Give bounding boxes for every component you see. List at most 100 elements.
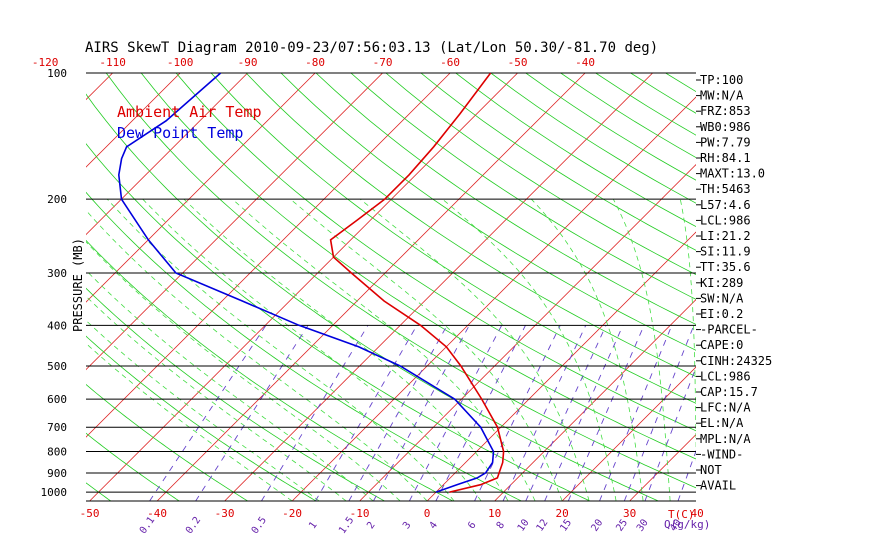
mixing-ratio-line	[348, 325, 448, 501]
pressure-tick-label: 800	[47, 446, 67, 459]
top-temp-tick-label: -50	[508, 56, 528, 69]
isotherm-line	[86, 73, 248, 236]
moist-adiabat-line	[612, 199, 671, 501]
mixing-ratio-tick-label: 0.2	[184, 515, 203, 536]
mixing-ratio-tick-label: 12	[535, 517, 551, 533]
pressure-tick-labels: 100 200 300 400 500 600 700 800 900 1000	[41, 67, 68, 499]
bottom-temp-tick-label: -10	[350, 507, 370, 520]
dry-adiabat-line	[280, 73, 696, 351]
dry-adiabat-line	[86, 239, 454, 501]
y-axis-label: PRESSURE (MB)	[71, 238, 85, 332]
index-label: -PARCEL-	[700, 323, 758, 337]
index-label: CAP:15.7	[700, 385, 758, 399]
dry-adiabat-line	[455, 73, 696, 228]
pressure-tick-label: 600	[47, 393, 67, 406]
isotherm-line	[426, 231, 696, 501]
grid-lines	[0, 73, 870, 501]
bottom-temp-tick-label: 0	[424, 507, 431, 520]
index-label: LFC:N/A	[700, 401, 751, 415]
pressure-tick-label: 500	[47, 360, 67, 373]
isotherm-line	[291, 96, 696, 501]
moist-adiabat-line	[86, 269, 374, 501]
moist-adiabat-line	[531, 198, 644, 501]
dry-adiabat-line	[175, 73, 696, 432]
bottom-temp-tick-label: -30	[215, 507, 235, 520]
dry-adiabat-line	[665, 73, 696, 93]
index-label: FRZ:853	[700, 104, 751, 118]
isotherm-line	[156, 73, 586, 501]
mixing-ratio-line	[623, 325, 695, 501]
dry-adiabat-line	[0, 73, 42, 501]
isotherm-line	[86, 73, 316, 303]
isotherm-line	[224, 73, 653, 501]
bottom-temp-tick-label: 20	[555, 507, 568, 520]
mixing-ratio-axis-label: Q(g/kg)	[664, 518, 710, 531]
top-temp-tick-label: -120	[32, 56, 59, 69]
dry-adiabat-line	[420, 73, 696, 251]
isotherm-line	[89, 73, 518, 501]
index-label: WB0:986	[700, 120, 751, 134]
dry-adiabat-line	[490, 73, 696, 204]
dry-adiabat-line	[86, 191, 522, 501]
ambient-air-temp-line	[329, 73, 505, 493]
isotherm-line	[561, 366, 696, 501]
index-label: LCL:986	[700, 213, 751, 227]
moist-adiabat-line	[107, 198, 455, 501]
mixing-ratio-tick-label: 10	[516, 517, 532, 533]
top-temp-tick-label: -90	[238, 56, 258, 69]
index-label: SI:11.9	[700, 245, 751, 259]
top-temperature-tick-labels: -120 -110 -100 -90 -80 -70 -60 -50 -40	[32, 56, 595, 69]
mixing-ratio-tick-label: 4	[428, 520, 440, 531]
index-label: AVAIL	[700, 479, 736, 493]
mixing-ratio-line	[315, 325, 418, 501]
index-label: LCL:986	[700, 369, 751, 383]
dry-adiabat-line	[86, 482, 112, 501]
moist-adiabat-line	[290, 198, 563, 501]
bottom-temp-tick-label: -20	[282, 507, 302, 520]
dry-adiabat-line	[315, 73, 696, 325]
profile-lines	[117, 73, 505, 493]
mixing-ratio-line	[525, 325, 607, 501]
pressure-tick-label: 300	[47, 267, 67, 280]
index-label: -WIND-	[700, 447, 743, 461]
pressure-tick-label: 900	[47, 467, 67, 480]
moist-adiabat-line	[232, 198, 536, 501]
index-label: SW:N/A	[700, 291, 744, 305]
mixing-ratio-line	[567, 325, 645, 501]
index-label: PW:7.79	[700, 135, 751, 149]
dry-adiabat-line	[86, 335, 317, 501]
mixing-ratio-tick-label: 1	[307, 520, 319, 531]
legend-ambient-air-temp: Ambient Air Temp	[117, 103, 262, 121]
dry-adiabat-line	[105, 73, 696, 489]
dry-adiabat-line	[210, 73, 696, 404]
dry-adiabat-line	[385, 73, 696, 276]
dry-adiabat-line	[525, 73, 696, 181]
mixing-ratio-line	[408, 325, 503, 501]
isotherm-line	[86, 73, 113, 101]
chart-title: AIRS SkewT Diagram 2010-09-23/07:56:03.1…	[85, 40, 658, 56]
isotherm-line	[832, 73, 870, 501]
legend-dew-point-temp: Dew Point Temp	[117, 124, 243, 142]
bottom-temp-tick-label: 40	[690, 507, 703, 520]
mixing-ratio-line	[474, 325, 561, 501]
isobar-lines	[86, 72, 696, 502]
index-label: TP:100	[700, 73, 743, 87]
index-label: TT:35.6	[700, 260, 751, 274]
index-label: MW:N/A	[700, 89, 744, 103]
index-label: MAXT:13.0	[700, 167, 765, 181]
moist-adiabat-line	[86, 241, 401, 501]
pressure-tick-label: 100	[47, 67, 67, 80]
index-label: MPL:N/A	[700, 432, 751, 446]
index-label: CAPE:0	[700, 338, 743, 352]
bottom-temp-tick-label: 10	[488, 507, 501, 520]
mixing-ratio-line	[544, 325, 624, 501]
isotherm-line	[86, 73, 451, 438]
index-label: CINH:24325	[700, 354, 772, 368]
pressure-tick-label: 400	[47, 319, 67, 332]
isotherm-line	[494, 299, 696, 501]
isotherm-line	[86, 73, 181, 168]
moist-adiabat-line	[679, 199, 696, 466]
index-label: NOT	[700, 463, 722, 477]
